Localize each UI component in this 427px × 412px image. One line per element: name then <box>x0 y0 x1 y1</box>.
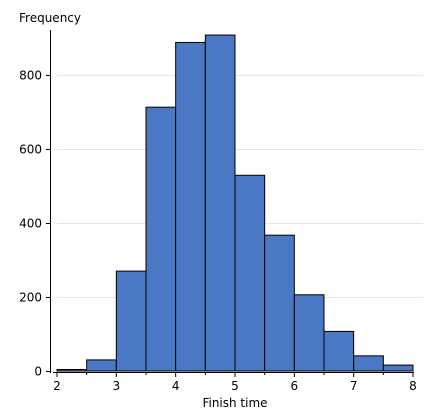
histogram-bar <box>293 294 325 372</box>
x-tick-label: 5 <box>231 379 239 393</box>
y-tick-label: 600 <box>19 143 42 157</box>
histogram-bar <box>86 359 117 372</box>
x-tick-label: 3 <box>113 379 121 393</box>
histogram-bar <box>234 174 266 372</box>
x-axis-title: Finish time <box>202 396 267 410</box>
histogram-bar <box>353 355 384 372</box>
histogram-bar <box>264 234 295 372</box>
y-tick-label: 200 <box>19 291 42 305</box>
y-tick-label: 0 <box>34 365 42 379</box>
x-tick-label: 6 <box>291 379 299 393</box>
histogram-bar <box>175 41 206 372</box>
x-tick-label: 2 <box>53 379 61 393</box>
y-tick-label: 800 <box>19 69 42 83</box>
y-axis-title: Frequency <box>19 11 81 25</box>
x-tick-label: 8 <box>409 379 417 393</box>
x-axis-ticks: 2 3 4 5 6 7 8 <box>53 372 417 393</box>
histogram-bar <box>382 364 414 372</box>
histogram-bar <box>145 106 177 372</box>
histogram-bar <box>56 369 88 372</box>
x-tick-label: 4 <box>172 379 180 393</box>
histogram-bar <box>115 270 147 372</box>
histogram-bar <box>323 330 355 372</box>
y-axis-ticks: 0 200 400 600 800 <box>19 69 51 379</box>
x-tick-label: 7 <box>350 379 358 393</box>
y-tick-label: 400 <box>19 217 42 231</box>
bars <box>56 34 414 372</box>
histogram-bar <box>204 34 236 372</box>
